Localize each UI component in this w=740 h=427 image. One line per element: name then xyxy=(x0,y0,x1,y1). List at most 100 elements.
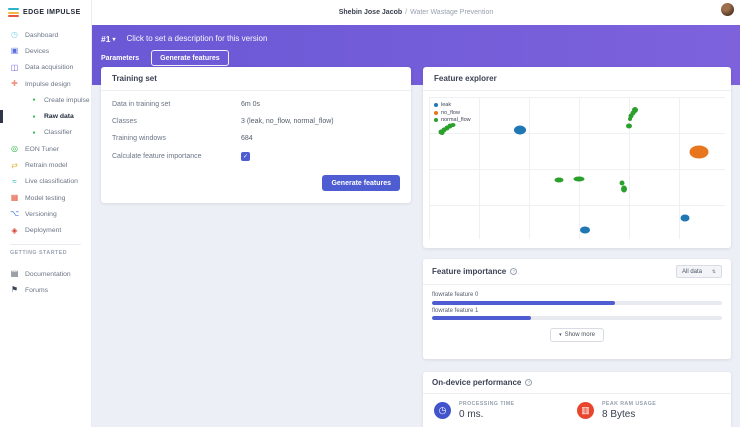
sidebar-item-dashboard[interactable]: ◷ Dashboard xyxy=(0,27,91,43)
sidebar-item-label: Create impulse xyxy=(44,96,90,104)
sidebar-item-create-impulse[interactable]: ● Create impulse xyxy=(0,92,91,108)
breadcrumb[interactable]: Shebin Jose Jacob / Water Wastage Preventi… xyxy=(339,9,494,16)
sidebar-item-classifier[interactable]: ● Classifier xyxy=(0,125,91,141)
help-icon[interactable]: ? xyxy=(510,268,518,275)
sidebar-item-label: Impulse design xyxy=(25,80,71,88)
sidebar-item-deployment[interactable]: ◈ Deployment xyxy=(0,223,91,239)
training-row-value: 6m 0s xyxy=(241,101,261,108)
versioning-icon: ⌥ xyxy=(10,209,20,219)
sidebar-item-label: Data acquisition xyxy=(25,64,74,72)
sidebar-item-live-classification[interactable]: ≈ Live classification xyxy=(0,174,91,190)
sidebar-item-versioning[interactable]: ⌥ Versioning xyxy=(0,206,91,222)
performance-stat: ◷ PROCESSING TIME 0 ms. xyxy=(434,401,577,420)
avatar[interactable] xyxy=(721,3,734,16)
feature-bar-track xyxy=(432,300,722,305)
sidebar-divider xyxy=(10,243,81,245)
training-set-row: Classes 3 (leak, no_flow, normal_flow) xyxy=(101,113,411,130)
data-acquisition-icon: ◫ xyxy=(10,62,19,72)
ram-icon: ▥ xyxy=(577,401,594,419)
dashboard-icon: ◷ xyxy=(11,30,18,40)
show-more-button[interactable]: ▾ Show more xyxy=(550,328,604,342)
sidebar-nav: ◷ Dashboard ▣ Devices ◫ Data acquisition ✚ Impu… xyxy=(0,27,91,239)
legend-dot-icon xyxy=(434,110,438,115)
legend-label: normal_flow xyxy=(441,117,471,123)
edge-impulse-logo-icon xyxy=(8,8,19,17)
content: Training set Data in training set 6m 0s Cl… xyxy=(92,67,740,427)
scatter-point-normal_flow xyxy=(628,113,634,119)
sidebar-item-model-testing[interactable]: ▦ Model testing xyxy=(0,190,91,206)
main-area: Shebin Jose Jacob / Water Wastage Preventi… xyxy=(92,0,740,427)
retrain-model-icon: ⇄ xyxy=(11,160,18,170)
training-row-label: Classes xyxy=(112,118,137,125)
feature-bar-fill xyxy=(432,316,531,320)
version-description[interactable]: Click to set a description for this vers… xyxy=(126,34,268,43)
project-name: Water Wastage Prevention xyxy=(410,9,494,16)
feature-explorer-title: Feature explorer xyxy=(434,74,497,83)
help-icon[interactable]: ? xyxy=(525,379,533,386)
version-dropdown[interactable]: #1 ▾ xyxy=(101,33,116,44)
scatter-point-normal_flow xyxy=(621,185,628,193)
sidebar-item-eon-tuner[interactable]: ◎ EON Tuner xyxy=(0,141,91,157)
stat-value: 8 Bytes xyxy=(602,408,636,420)
sidebar-item-label: Classifier xyxy=(44,129,72,137)
scatter-point-normal_flow xyxy=(439,131,445,136)
legend-item-leak: leak xyxy=(434,102,471,108)
scatter-point-normal_flow xyxy=(441,127,447,133)
training-row-label: Training windows xyxy=(112,135,166,142)
data-filter-select[interactable]: All data ⇅ xyxy=(676,265,722,278)
tab-parameters[interactable]: Parameters xyxy=(101,54,140,62)
sidebar-item-retrain-model[interactable]: ⇄ Retrain model xyxy=(0,157,91,173)
sidebar-item-label: Raw data xyxy=(44,113,74,121)
scatter-point-normal_flow xyxy=(626,123,633,129)
stat-label: PEAK RAM USAGE xyxy=(602,401,657,407)
sidebar-item-label: Dashboard xyxy=(25,31,59,39)
tabs: Parameters Generate features xyxy=(101,50,740,66)
legend-dot-icon xyxy=(434,103,438,107)
plot-legend: leak no_flow normal_flow xyxy=(434,102,471,125)
classifier-icon: ● xyxy=(32,129,36,136)
legend-dot-icon xyxy=(434,118,438,122)
create-impulse-icon: ● xyxy=(32,97,36,104)
eon-tuner-icon: ◎ xyxy=(11,144,18,154)
legend-item-normal_flow: normal_flow xyxy=(434,117,471,123)
sidebar-item-label: Model testing xyxy=(25,194,66,202)
training-row-value: 684 xyxy=(241,135,253,142)
on-device-performance-card: On-device performance ? ◷ PROCESSING TIME… xyxy=(423,372,731,427)
legend-item-no_flow: no_flow xyxy=(434,110,471,116)
feature-importance-checkbox[interactable]: ✓ xyxy=(241,152,250,161)
deployment-icon: ◈ xyxy=(11,225,18,235)
scatter-point-normal_flow xyxy=(444,125,450,131)
sidebar-item-forums[interactable]: ⚑ Forums xyxy=(0,282,91,298)
sidebar-item-impulse-design[interactable]: ✚ Impulse design xyxy=(0,76,91,92)
sidebar-item-label: Deployment xyxy=(25,227,62,235)
sidebar-item-devices[interactable]: ▣ Devices xyxy=(0,43,91,59)
sidebar: EDGE IMPULSE ◷ Dashboard ▣ Devices ◫ Data acq… xyxy=(0,0,92,427)
legend-label: no_flow xyxy=(441,109,460,116)
clock-icon: ◷ xyxy=(434,401,451,419)
tab-generate-features[interactable]: Generate features xyxy=(151,50,229,66)
training-row-label: Data in training set xyxy=(112,101,171,108)
stat-text: PROCESSING TIME 0 ms. xyxy=(459,401,514,420)
chevron-down-icon: ▾ xyxy=(559,332,562,338)
scatter-point-normal_flow xyxy=(447,123,453,129)
sidebar-item-data-acquisition[interactable]: ◫ Data acquisition xyxy=(0,60,91,76)
user-name: Shebin Jose Jacob xyxy=(338,9,403,16)
scatter-point-no_flow xyxy=(689,145,709,159)
sidebar-item-documentation[interactable]: ▤ Documentation xyxy=(0,266,91,282)
edge-impulse-logo[interactable]: EDGE IMPULSE xyxy=(0,0,91,17)
training-set-rows: Data in training set 6m 0s Classes 3 (leak,… xyxy=(101,91,411,166)
feature-explorer-plot: leak no_flow normal_flow xyxy=(429,97,725,239)
sidebar-item-raw-data[interactable]: ● Raw data xyxy=(0,108,91,124)
raw-data-icon: ● xyxy=(32,113,36,120)
sidebar-item-label: Forums xyxy=(25,286,49,294)
stat-value: 0 ms. xyxy=(459,408,484,420)
performance-stats: ◷ PROCESSING TIME 0 ms. ▥ PEAK RAM USAGE 8 By… xyxy=(423,394,731,420)
on-device-performance-title: On-device performance xyxy=(432,378,522,387)
feature-bar-fill xyxy=(432,300,615,305)
scatter-point-normal_flow xyxy=(573,176,585,182)
feature-importance-bars: flowrate feature 0 flowrate feature 1 xyxy=(423,285,731,320)
generate-features-button[interactable]: Generate features xyxy=(322,175,400,191)
select-arrows-icon: ⇅ xyxy=(711,268,716,275)
sidebar-item-label: Devices xyxy=(25,47,50,55)
